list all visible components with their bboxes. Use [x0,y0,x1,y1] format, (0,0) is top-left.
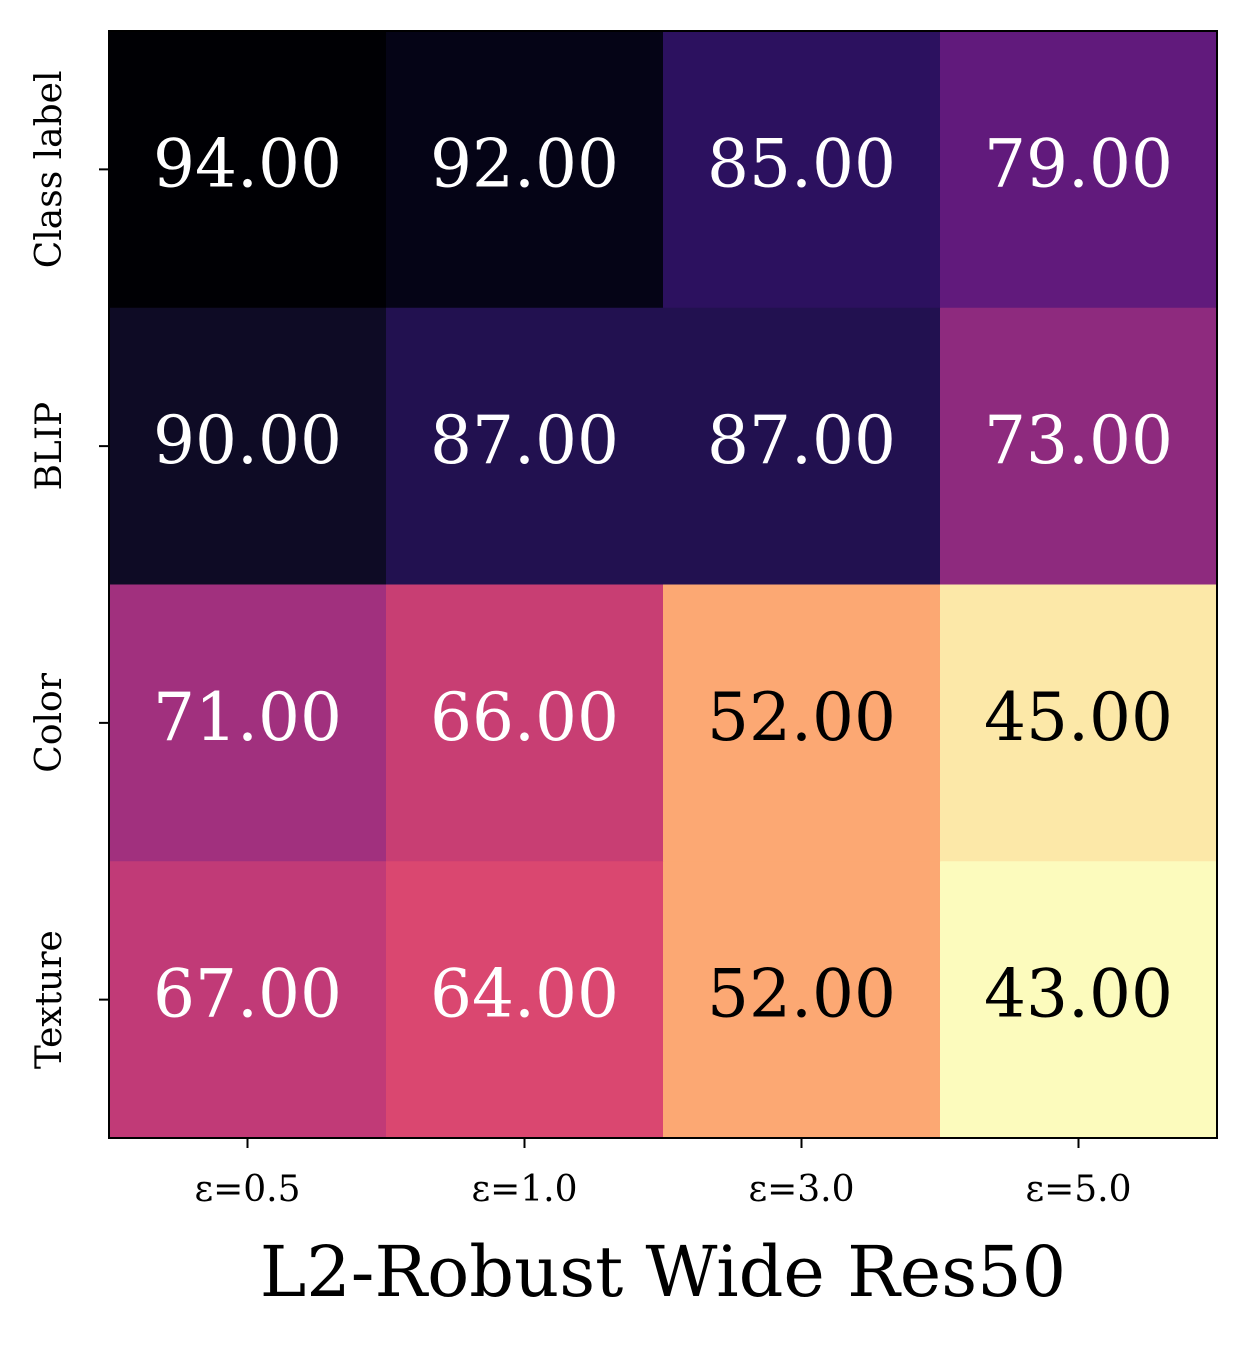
cell-label: 85.00 [707,125,896,202]
heatmap-cell [940,307,1218,585]
cell-label: 73.00 [984,402,1173,479]
y-tick-label: Texture [29,930,70,1069]
heatmap-cell [109,307,387,585]
heatmap-cell [663,307,941,585]
cell-label: 87.00 [707,402,896,479]
x-tick-label: ε=3.0 [748,1169,854,1210]
cell-label: 71.00 [153,679,342,756]
y-tick-label: BLIP [29,402,70,491]
cell-label: 67.00 [153,956,342,1033]
heatmap-cell [109,861,387,1139]
cell-label: 45.00 [984,679,1173,756]
heatmap-cell [663,31,941,309]
x-tick-label: ε=5.0 [1025,1169,1131,1210]
heatmap-cell [940,861,1218,1139]
cell-label: 94.00 [153,125,342,202]
cell-label: 52.00 [707,679,896,756]
cell-label: 87.00 [430,402,619,479]
cell-label: 90.00 [153,402,342,479]
heatmap-cell [940,31,1218,309]
heatmap-cell [109,584,387,862]
x-tick-label: ε=1.0 [471,1169,577,1210]
y-tick-label: Class label [29,70,70,268]
heatmap-cell [386,307,664,585]
heatmap-cell [386,31,664,309]
cell-label: 64.00 [430,956,619,1033]
x-axis-label: L2-Robust Wide Res50 [260,1231,1066,1313]
heatmap-cell [940,584,1218,862]
heatmap-cell [109,31,387,309]
cell-label: 79.00 [984,125,1173,202]
heatmap-cell [386,861,664,1139]
heatmap-cell [386,584,664,862]
cell-label: 66.00 [430,679,619,756]
cell-label: 92.00 [430,125,619,202]
plot-frame [108,30,1218,1139]
x-tick-label: ε=0.5 [194,1169,300,1210]
heatmap-cell [663,861,941,1139]
y-tick-label: Color [29,672,70,772]
heatmap-cell [663,584,941,862]
cell-label: 43.00 [984,956,1173,1033]
cell-label: 52.00 [707,956,896,1033]
